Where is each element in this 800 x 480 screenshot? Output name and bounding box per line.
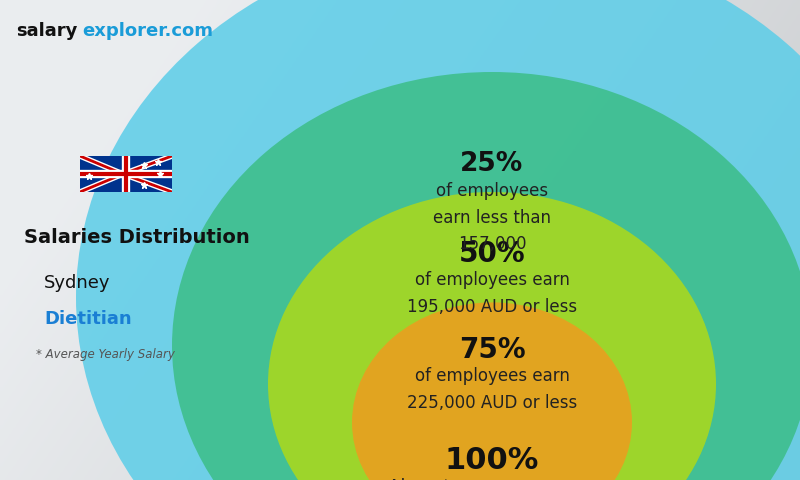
Text: 157,000: 157,000 [458, 235, 526, 253]
Ellipse shape [352, 302, 632, 480]
Text: 225,000 AUD or less: 225,000 AUD or less [407, 394, 577, 411]
Text: of employees earn: of employees earn [414, 271, 570, 289]
Text: salary: salary [16, 22, 78, 40]
Text: 75%: 75% [458, 336, 526, 364]
Text: Sydney: Sydney [44, 274, 110, 291]
Text: of employees earn: of employees earn [414, 367, 570, 385]
Ellipse shape [172, 72, 800, 480]
Text: Almost everyone earns: Almost everyone earns [388, 478, 596, 480]
Ellipse shape [76, 0, 800, 480]
Text: Salaries Distribution: Salaries Distribution [24, 228, 250, 247]
Text: * Average Yearly Salary: * Average Yearly Salary [36, 348, 175, 361]
Text: 195,000 AUD or less: 195,000 AUD or less [407, 298, 577, 316]
Text: 50%: 50% [458, 240, 526, 268]
Text: 25%: 25% [460, 151, 524, 177]
Text: Dietitian: Dietitian [44, 310, 132, 328]
Text: earn less than: earn less than [433, 209, 551, 227]
Text: explorer.com: explorer.com [82, 22, 214, 40]
Text: of employees: of employees [436, 182, 548, 201]
Ellipse shape [268, 192, 716, 480]
Text: 100%: 100% [445, 446, 539, 475]
